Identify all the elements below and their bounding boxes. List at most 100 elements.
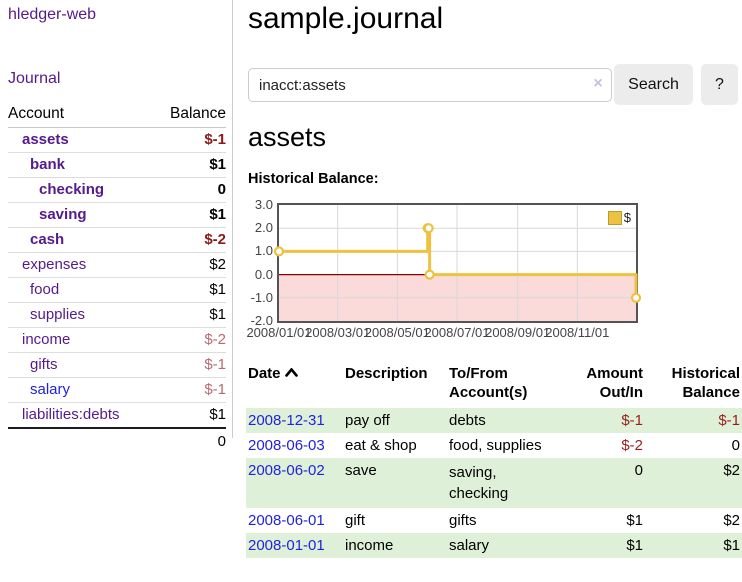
- transaction-balance: $-1: [718, 412, 740, 429]
- account-balance: $-1: [153, 352, 226, 378]
- accounts-column-header: Account: [8, 102, 154, 128]
- account-row: assets $-1: [8, 127, 226, 153]
- account-link-checking[interactable]: checking: [39, 181, 105, 198]
- transaction-accounts: debts: [449, 412, 486, 429]
- transaction-balance: 0: [731, 437, 740, 454]
- account-link-saving[interactable]: saving: [39, 206, 87, 223]
- transaction-accounts: salary: [449, 537, 490, 554]
- column-header-accounts: To/From Account(s): [449, 365, 528, 401]
- account-link-liabilities-debts[interactable]: liabilities:debts: [22, 406, 120, 423]
- main-content: sample.journal × Search ? assets Histori…: [246, 0, 742, 582]
- brand-link[interactable]: hledger-web: [8, 6, 97, 23]
- transaction-accounts: gifts: [449, 512, 477, 529]
- account-link-food[interactable]: food: [30, 281, 60, 298]
- sidebar-item-journal[interactable]: Journal: [8, 70, 61, 87]
- transaction-accounts: food, supplies: [449, 437, 542, 454]
- account-balance: $2: [153, 252, 226, 278]
- account-balance: $-2: [153, 227, 226, 253]
- balance-column-header: Balance: [153, 102, 226, 128]
- y-axis-tick-label: 0.0: [254, 266, 273, 282]
- accounts-table: Account Balance assets $-1 bank $1 check…: [8, 102, 226, 454]
- sort-ascending-icon: [284, 367, 298, 377]
- register-row: 2008-06-03 eat & shop food, supplies $-2…: [246, 433, 742, 458]
- transaction-date-link[interactable]: 2008-06-03: [248, 437, 325, 454]
- x-axis-tick-label: 2008/09/01: [485, 325, 551, 340]
- account-balance: $-1: [153, 127, 226, 153]
- account-link-bank[interactable]: bank: [30, 156, 66, 173]
- page-title: sample.journal: [248, 2, 444, 35]
- y-axis-tick-label: 2.0: [254, 220, 273, 236]
- transaction-accounts: saving, checking: [449, 464, 509, 502]
- account-row: bank $1: [8, 152, 226, 178]
- account-link-salary[interactable]: salary: [30, 381, 71, 398]
- transaction-amount: 0: [634, 462, 643, 479]
- account-link-expenses[interactable]: expenses: [22, 256, 87, 273]
- x-axis-tick-label: 2008/11/01: [545, 325, 610, 340]
- transaction-description: income: [345, 537, 394, 554]
- x-axis-tick-label: 2008/01/01: [246, 325, 312, 340]
- legend-label: $: [623, 210, 631, 225]
- account-row: checking 0: [8, 177, 226, 203]
- column-header-amount: Amount Out/In: [586, 365, 643, 401]
- accounts-header-row: Account Balance: [8, 102, 226, 128]
- account-link-supplies[interactable]: supplies: [30, 306, 86, 323]
- transaction-description: eat & shop: [345, 437, 417, 454]
- account-link-gifts[interactable]: gifts: [30, 356, 58, 373]
- transaction-date-link[interactable]: 2008-12-31: [248, 412, 325, 429]
- account-balance: $1: [153, 202, 226, 228]
- chart-legend: $: [607, 210, 631, 225]
- account-page-heading: assets: [248, 122, 327, 152]
- account-balance: $-1: [153, 377, 226, 403]
- search-bar: × Search ?: [248, 64, 742, 106]
- search-button[interactable]: Search: [614, 64, 693, 105]
- transaction-amount: $-1: [621, 412, 643, 429]
- column-header-balance: Historical Balance: [671, 365, 740, 401]
- transaction-date-link[interactable]: 2008-01-01: [248, 537, 325, 554]
- register-row: 2008-01-01 income salary $1 $1: [246, 533, 742, 558]
- transaction-description: pay off: [345, 412, 390, 429]
- accounts-total-row: 0: [8, 427, 226, 454]
- account-link-assets[interactable]: assets: [22, 131, 69, 148]
- register-row: 2008-06-01 gift gifts $1 $2: [246, 508, 742, 533]
- transaction-amount: $1: [626, 512, 643, 529]
- register-row: 2008-12-31 pay off debts $-1 $-1: [246, 408, 742, 433]
- balance-chart: $ 3.0 2.0 1.0 0.0 -1.0 -2.0 2008/01/01 2008/03/…: [246, 193, 742, 345]
- search-input[interactable]: [248, 68, 612, 102]
- sidebar: hledger-web Journal Account Balance asse…: [0, 0, 233, 454]
- transaction-balance: $1: [723, 537, 740, 554]
- account-row: gifts $-1: [8, 352, 226, 378]
- transaction-amount: $1: [626, 537, 643, 554]
- y-axis-tick-label: -2.0: [250, 313, 273, 328]
- y-axis-tick-label: 3.0: [254, 197, 273, 212]
- account-row: supplies $1: [8, 302, 226, 328]
- transaction-date-link[interactable]: 2008-06-02: [248, 462, 325, 479]
- x-axis-tick-label: 2008/05/01: [364, 325, 430, 340]
- transaction-balance: $2: [723, 512, 740, 529]
- transaction-description: save: [345, 462, 377, 479]
- register-header-row: Date Description To/From Account(s) Amoun…: [246, 360, 742, 408]
- transaction-amount: $-2: [621, 437, 643, 454]
- account-balance: 0: [153, 177, 226, 203]
- clear-search-icon[interactable]: ×: [593, 75, 603, 92]
- chart-title: Historical Balance:: [248, 171, 379, 187]
- x-axis-tick-label: 2008/07/01: [424, 325, 490, 340]
- account-balance: $1: [153, 302, 226, 328]
- transaction-balance: $2: [723, 462, 740, 479]
- y-axis-tick-label: 1.0: [254, 243, 273, 259]
- register-table: Date Description To/From Account(s) Amoun…: [246, 360, 742, 558]
- account-balance: $-2: [153, 327, 226, 353]
- account-balance: $1: [153, 402, 226, 429]
- column-header-date[interactable]: Date: [246, 360, 343, 408]
- account-row: salary $-1: [8, 377, 226, 403]
- column-header-description: Description: [345, 365, 428, 382]
- transaction-date-link[interactable]: 2008-06-01: [248, 512, 325, 529]
- help-button[interactable]: ?: [701, 64, 738, 105]
- y-axis-tick-label: -1.0: [250, 289, 273, 305]
- account-row: cash $-2: [8, 227, 226, 253]
- accounts-total-value: 0: [153, 427, 226, 454]
- account-link-income[interactable]: income: [22, 331, 71, 348]
- account-link-cash[interactable]: cash: [30, 231, 65, 248]
- account-balance: $1: [153, 277, 226, 303]
- chart-plot-area[interactable]: $: [273, 203, 642, 323]
